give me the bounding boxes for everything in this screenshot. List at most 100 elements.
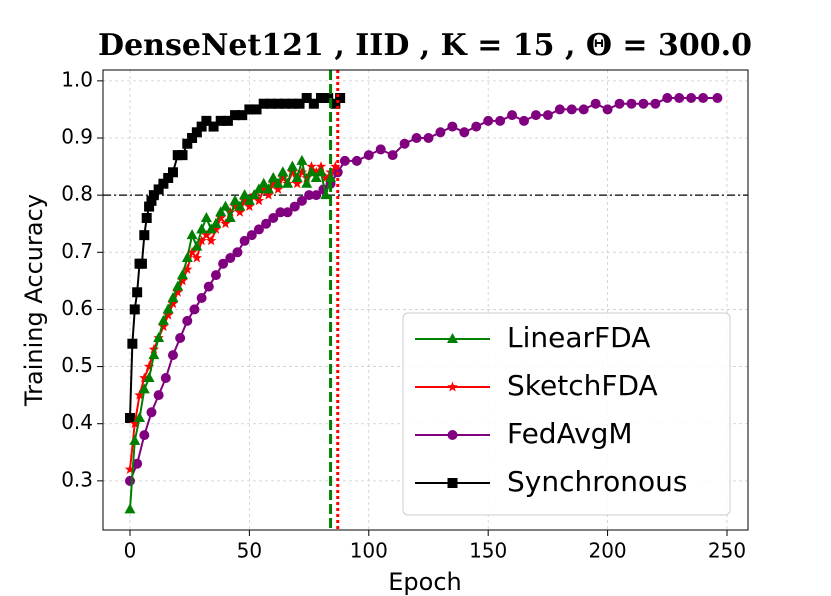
- y-tick-label: 0.3: [61, 467, 93, 491]
- marker: [261, 218, 272, 229]
- marker: [315, 161, 327, 172]
- marker: [435, 127, 446, 138]
- marker: [244, 201, 255, 212]
- legend-label: SketchFDA: [507, 369, 658, 402]
- chart-title: DenseNet121 , IID , K = 15 , Θ = 300.0: [98, 28, 752, 63]
- marker: [186, 229, 198, 240]
- marker: [162, 309, 174, 320]
- marker: [182, 315, 193, 326]
- marker: [296, 166, 308, 177]
- marker: [230, 110, 241, 121]
- marker: [507, 110, 518, 121]
- marker: [294, 98, 305, 109]
- marker: [483, 115, 494, 126]
- marker: [191, 252, 203, 263]
- marker: [224, 212, 236, 222]
- marker: [253, 183, 265, 194]
- plot-area: [103, 70, 748, 530]
- marker: [136, 258, 147, 269]
- marker: [310, 172, 322, 182]
- marker: [296, 154, 308, 165]
- marker: [267, 172, 279, 182]
- marker: [215, 206, 227, 217]
- marker: [153, 184, 164, 195]
- marker: [172, 280, 184, 291]
- marker: [225, 253, 236, 263]
- marker: [265, 98, 276, 109]
- marker: [134, 389, 145, 400]
- marker: [208, 121, 219, 132]
- marker: [181, 252, 193, 262]
- marker: [239, 195, 250, 206]
- marker: [387, 150, 398, 161]
- marker: [272, 177, 284, 188]
- marker: [237, 110, 248, 121]
- marker: [196, 235, 207, 246]
- marker: [638, 98, 649, 109]
- marker: [320, 189, 332, 200]
- marker: [143, 361, 155, 372]
- marker: [263, 189, 274, 200]
- marker: [143, 372, 155, 382]
- marker: [495, 115, 506, 126]
- marker: [311, 190, 322, 201]
- marker: [590, 98, 601, 109]
- marker: [138, 383, 150, 394]
- marker: [423, 133, 434, 143]
- marker: [351, 155, 362, 166]
- marker: [175, 333, 186, 343]
- marker: [614, 98, 625, 109]
- marker: [315, 166, 327, 177]
- marker: [146, 195, 157, 206]
- marker: [239, 189, 251, 200]
- marker: [201, 229, 212, 240]
- marker: [301, 177, 313, 188]
- marker: [712, 93, 723, 103]
- marker: [210, 270, 221, 281]
- legend-marker: [447, 381, 458, 392]
- marker: [273, 98, 284, 109]
- marker: [268, 213, 279, 223]
- axes-frame: [102, 69, 749, 531]
- marker: [220, 200, 232, 211]
- marker: [239, 235, 250, 246]
- marker: [134, 412, 146, 422]
- marker: [272, 183, 284, 194]
- marker: [167, 167, 178, 178]
- legend-box: [402, 312, 731, 516]
- x-tick-label: 100: [350, 539, 388, 563]
- marker: [158, 178, 169, 189]
- marker: [186, 246, 198, 257]
- marker: [306, 161, 317, 172]
- marker: [626, 98, 637, 109]
- marker: [530, 110, 541, 121]
- marker: [674, 93, 685, 103]
- marker: [234, 200, 246, 211]
- marker: [124, 503, 136, 514]
- y-tick-label: 0.9: [61, 125, 93, 149]
- marker: [650, 98, 661, 109]
- marker: [296, 195, 307, 206]
- marker: [311, 166, 322, 177]
- marker: [132, 287, 143, 298]
- marker: [196, 223, 208, 234]
- marker: [399, 138, 410, 149]
- marker: [196, 293, 207, 303]
- marker: [234, 206, 246, 217]
- marker: [177, 150, 188, 161]
- marker: [182, 263, 193, 274]
- marker: [275, 207, 286, 218]
- marker: [187, 133, 198, 143]
- marker: [229, 201, 241, 212]
- marker: [542, 110, 553, 121]
- marker: [277, 166, 289, 177]
- marker: [189, 304, 200, 315]
- marker: [196, 121, 207, 132]
- marker: [248, 189, 260, 200]
- x-tick-label: 50: [237, 539, 262, 563]
- marker: [172, 286, 183, 297]
- marker: [289, 201, 300, 212]
- y-tick-label: 0.4: [61, 410, 93, 434]
- x-axis-label: Epoch: [388, 568, 462, 596]
- marker: [662, 93, 673, 103]
